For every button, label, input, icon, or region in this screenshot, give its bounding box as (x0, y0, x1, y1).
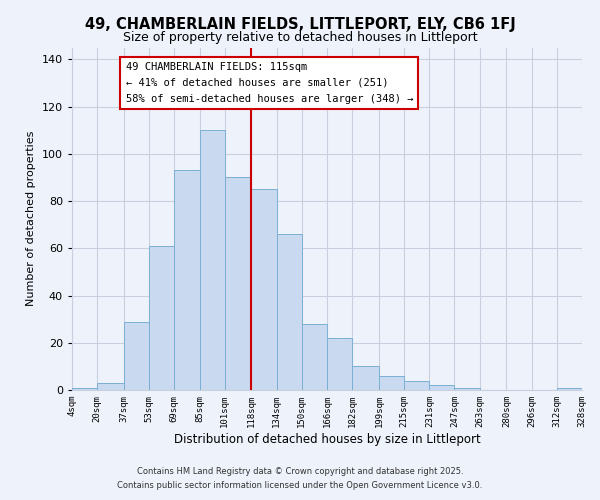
Bar (175, 170, 199, 390)
Bar (224, 178, 251, 390)
Text: Contains HM Land Registry data © Crown copyright and database right 2025.
Contai: Contains HM Land Registry data © Crown c… (118, 468, 482, 489)
Bar (302, 324, 327, 390)
Y-axis label: Number of detached properties: Number of detached properties (26, 131, 36, 306)
Bar (277, 234, 302, 390)
X-axis label: Distribution of detached houses by size in Littleport: Distribution of detached houses by size … (173, 432, 481, 446)
Bar (557, 388, 582, 390)
Bar (149, 246, 175, 390)
Bar (97, 383, 124, 390)
Text: Size of property relative to detached houses in Littleport: Size of property relative to detached ho… (122, 31, 478, 44)
Bar (72, 388, 97, 390)
Bar (430, 386, 455, 390)
Bar (455, 388, 479, 390)
Bar (327, 338, 352, 390)
Text: 49 CHAMBERLAIN FIELDS: 115sqm
← 41% of detached houses are smaller (251)
58% of : 49 CHAMBERLAIN FIELDS: 115sqm ← 41% of d… (125, 62, 413, 104)
Bar (352, 366, 379, 390)
Bar (124, 322, 149, 390)
Bar (251, 189, 277, 390)
Bar (379, 376, 404, 390)
Bar (404, 380, 430, 390)
Text: 49, CHAMBERLAIN FIELDS, LITTLEPORT, ELY, CB6 1FJ: 49, CHAMBERLAIN FIELDS, LITTLEPORT, ELY,… (85, 18, 515, 32)
Bar (199, 130, 224, 390)
